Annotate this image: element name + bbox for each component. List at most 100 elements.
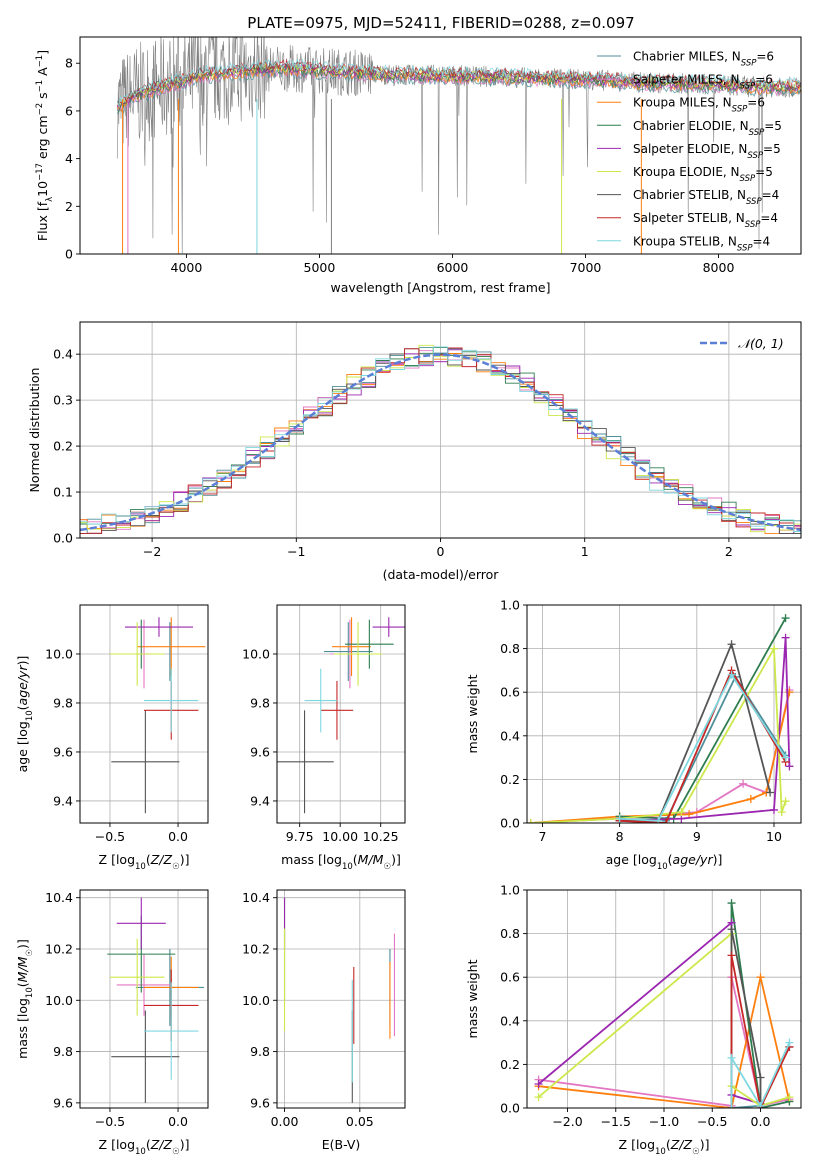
y-tick-label: 10.2 <box>45 941 73 956</box>
weight-marker-kroupa_miles <box>685 810 694 819</box>
x-tick-label: 7 <box>538 829 546 844</box>
model-spectrum-salpeter_stelib <box>116 58 801 106</box>
weight-line-kroupa_miles <box>530 691 791 823</box>
y-tick-label: 9.8 <box>53 695 73 710</box>
y-tick-label: 0.3 <box>53 393 73 408</box>
y-axis-label: mass [log10(M/M☉)] <box>15 939 35 1059</box>
weight-marker-chabrier_stelib <box>766 788 775 797</box>
axes-frame <box>79 36 802 255</box>
x-axis-label: wavelength [Angstrom, rest frame] <box>330 280 550 295</box>
x-tick-label: 5000 <box>304 260 336 275</box>
axes-frame <box>79 604 209 824</box>
y-tick-label: 0.6 <box>500 970 520 985</box>
x-tick-label: 4000 <box>171 260 203 275</box>
x-tick-label: 2 <box>725 544 733 559</box>
x-tick-label: 1 <box>581 544 589 559</box>
y-tick-label: 0.2 <box>500 1057 520 1072</box>
y-tick-label: 0.2 <box>53 439 73 454</box>
y-tick-label: 9.8 <box>53 1044 73 1059</box>
panel-spectrum: 4000 5000 6000 7000 8000 0 2 4 6 8 Chabrier MILES,… <box>35 36 802 295</box>
weight-marker-salpeter_miles <box>739 779 748 788</box>
axes-frame <box>276 889 406 1109</box>
plot-layer: 4000 5000 6000 7000 8000 0 2 4 6 8 Chabrier MILES,… <box>15 36 802 1157</box>
legend-label: Salpeter MILES, NSSP=6 <box>633 73 773 92</box>
y-tick-label: 2 <box>65 199 73 214</box>
weight-marker-kroupa_stelib <box>615 814 624 823</box>
gaussian-curve <box>80 353 801 532</box>
grid <box>80 605 208 823</box>
weight-line-salpeter_stelib <box>730 955 791 1108</box>
weight-line-kroupa_stelib <box>619 672 787 822</box>
weight-marker-salpeter_elodie <box>534 1080 543 1089</box>
panel-z_age: −0.5 0.0 9.4 9.6 9.8 10.0 Z [log10(Z/Z☉)] age [… <box>15 604 209 872</box>
x-axis-label: Z [log10(Z/Z☉)] <box>99 1137 190 1157</box>
legend: 𝒩(0, 1) <box>700 336 784 351</box>
x-tick-label: 10.00 <box>322 829 358 844</box>
y-tick-label: 9.4 <box>53 793 73 808</box>
weight-marker-kroupa_elodie <box>781 797 790 806</box>
plot-area <box>80 344 801 534</box>
x-tick-label: 0 <box>437 544 445 559</box>
weight-marker-kroupa_elodie <box>785 1093 794 1102</box>
y-tick-label: 0.4 <box>53 347 73 362</box>
x-tick-label: 6000 <box>437 260 469 275</box>
plot-area <box>109 617 206 814</box>
legend-label: 𝒩(0, 1) <box>738 336 784 351</box>
weight-line-salpeter_elodie <box>538 920 761 1105</box>
weight-marker-kroupa_stelib <box>785 1038 794 1047</box>
weight-line-salpeter_miles <box>530 689 791 823</box>
weight-marker-kroupa_stelib <box>756 1101 765 1108</box>
x-tick-label: −1 <box>287 544 305 559</box>
x-tick-label: 9 <box>693 829 701 844</box>
x-tick-label: 8000 <box>703 260 735 275</box>
weight-marker-kroupa_elodie <box>769 644 778 653</box>
axes: 7 8 9 10 0.0 0.2 0.4 0.6 0.8 1.0 <box>500 598 802 844</box>
x-tick-label: −0.5 <box>95 1114 125 1129</box>
x-tick-label: 0.0 <box>751 1114 771 1129</box>
weight-marker-kroupa_stelib <box>727 1104 736 1108</box>
weight-marker-kroupa_miles <box>746 795 755 804</box>
panel-age_weight: 7 8 9 10 0.0 0.2 0.4 0.6 0.8 1.0 age [log10(age/yr… <box>465 598 802 872</box>
weight-marker-chabrier_elodie <box>727 899 736 908</box>
x-tick-label: −2.0 <box>552 1114 582 1129</box>
axes: −0.5 0.0 9.4 9.6 9.8 10.0 <box>45 604 209 844</box>
axes-frame <box>79 889 209 1109</box>
x-axis-label: Z [log10(Z/Z☉)] <box>619 1137 710 1157</box>
weight-marker-chabrier_stelib <box>756 1073 765 1082</box>
x-axis-label: Z [log10(Z/Z☉)] <box>99 852 190 872</box>
residual-histogram-chabrier_miles <box>80 346 801 534</box>
y-tick-label: 0.0 <box>500 1101 520 1116</box>
y-tick-label: 9.8 <box>250 695 270 710</box>
y-tick-label: 10.4 <box>242 890 270 905</box>
y-tick-label: 1.0 <box>500 598 520 613</box>
weight-marker-kroupa_miles <box>756 973 765 982</box>
legend-label: Chabrier MILES, NSSP=6 <box>633 50 774 69</box>
grid <box>277 890 405 1108</box>
legend-label: Kroupa MILES, NSSP=6 <box>633 96 765 115</box>
y-tick-label: 10.0 <box>242 646 270 661</box>
x-tick-label: −1.5 <box>601 1114 631 1129</box>
weight-marker-chabrier_stelib <box>727 925 736 934</box>
y-tick-label: 0.6 <box>500 685 520 700</box>
x-tick-label: 10 <box>766 829 782 844</box>
residual-histogram-chabrier_elodie <box>80 347 801 534</box>
y-tick-label: 0.4 <box>500 1013 520 1028</box>
weight-line-kroupa_stelib <box>730 1042 791 1108</box>
weight-line-chabrier_stelib <box>619 641 771 822</box>
x-axis-label: age [log10(age/yr)] <box>606 852 723 872</box>
grid <box>277 605 405 823</box>
model-spectrum-kroupa_stelib <box>116 58 801 108</box>
axes: 9.75 10.00 10.25 9.4 9.6 9.8 10.0 <box>242 604 406 844</box>
axes-frame <box>526 604 802 824</box>
y-axis-label: age [log10(age/yr)] <box>15 656 35 773</box>
y-tick-label: 9.8 <box>250 1044 270 1059</box>
weight-marker-kroupa_elodie <box>527 819 535 823</box>
y-axis-label: Flux [fλ10−17 erg cm−2 s−1 A−1] <box>35 50 55 241</box>
y-tick-label: 0.0 <box>53 531 73 546</box>
y-axis-label: mass weight <box>465 674 480 753</box>
x-tick-label: 10.25 <box>363 829 399 844</box>
weight-marker-kroupa_stelib <box>781 753 790 762</box>
y-tick-label: 10.0 <box>242 993 270 1008</box>
residual-histogram-salpeter_stelib <box>80 347 801 534</box>
